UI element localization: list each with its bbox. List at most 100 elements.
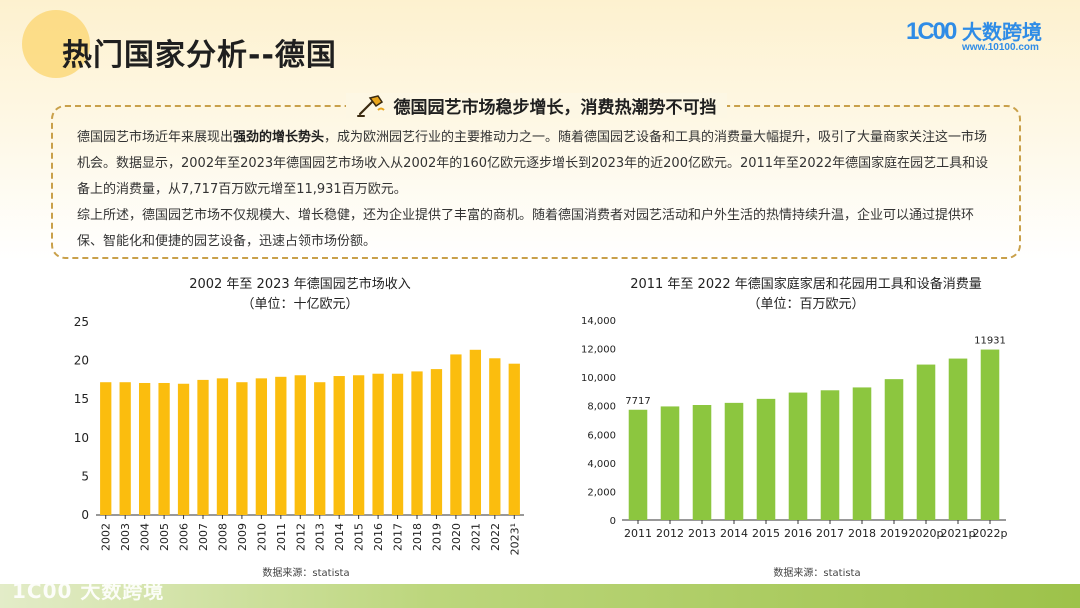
bar [508,363,520,515]
y-tick-label: 4,000 [587,459,616,470]
decorative-circle [22,10,90,78]
y-tick-label: 15 [74,392,89,406]
bar [884,379,904,520]
y-tick-label: 12,000 [581,345,616,356]
x-tick-label: 2012 [656,527,684,540]
y-tick-label: 5 [81,469,89,483]
info-paragraph-1: 德国园艺市场近年来展现出强劲的增长势头，成为欧洲园艺行业的主要推动力之一。随着德… [77,125,997,203]
x-tick-label: 2013 [314,523,327,551]
y-tick-label: 20 [74,354,89,368]
bar [275,376,287,515]
info-p1-bold: 强劲的增长势头 [233,130,325,145]
y-tick-label: 10 [74,431,89,445]
y-tick-label: 25 [74,315,89,329]
x-tick-label: 2009 [236,523,249,551]
x-tick-label: 2021p [941,527,976,540]
bar [138,382,151,515]
x-tick-label: 2019 [430,523,443,551]
chart-right-subtitle: （单位：百万欧元） [747,297,864,312]
shovel-icon [356,94,385,117]
bottom-band: 1C00 大数跨境 [0,579,1080,608]
bar [916,364,936,520]
x-tick-label: 2018 [848,527,876,540]
x-tick-label: 2017 [816,527,844,540]
bar [692,405,712,520]
x-tick-label: 2013 [688,527,716,540]
y-tick-label: 14,000 [581,316,616,327]
x-tick-label: 2016 [372,523,385,551]
bar [158,382,170,515]
y-tick-label: 8,000 [587,402,616,413]
bar [820,390,840,520]
info-header: 德国园艺市场稳步增长，消费热潮势不可挡 [53,93,1019,118]
bar [372,373,384,515]
bar [352,375,365,515]
bar [724,402,744,520]
x-tick-label: 2003 [119,523,132,551]
bar [100,382,112,515]
bar [489,358,501,515]
x-tick-label: 2012 [294,523,307,551]
bar [660,406,680,520]
x-tick-label: 2004 [139,523,152,551]
bar [255,378,268,515]
y-tick-label: 2,000 [587,487,616,498]
x-tick-label: 2011 [624,527,652,540]
x-tick-label: 2011 [275,523,288,551]
bar [294,375,306,515]
info-box: 德国园艺市场稳步增长，消费热潮势不可挡 德国园艺市场近年来展现出强劲的增长势头，… [51,93,1021,259]
y-tick-label: 10,000 [581,373,616,384]
info-title: 德国园艺市场稳步增长，消费热潮势不可挡 [393,98,717,118]
brand-logo: 1C00 大数跨境 www.10100.com [906,12,1056,58]
bar [788,392,808,520]
x-tick-label: 2015 [752,527,780,540]
x-tick-label: 2007 [197,523,210,551]
info-paragraph-2: 综上所述，德国园艺市场不仅规模大、增长稳健，还为企业提供了丰富的商机。随着德国消… [77,208,975,249]
bar [450,354,462,515]
info-body: 德国园艺市场近年来展现出强劲的增长势头，成为欧洲园艺行业的主要推动力之一。随着德… [77,125,997,255]
x-tick-label: 2020 [450,523,463,551]
x-tick-label: 2002 [100,523,113,551]
watermark: 1C00 大数跨境 [12,579,165,603]
chart-right-title: 2011 年至 2022 年德国家庭家居和花园用工具和设备消费量 [630,276,982,292]
info-p1-pre: 德国园艺市场近年来展现出 [77,130,234,145]
x-tick-label: 2022 [489,523,502,551]
bar [333,376,345,515]
x-tick-label: 2017 [392,523,405,551]
brand-logo-mark: 1C00 [906,18,957,45]
bar [236,382,248,515]
bar [216,378,229,515]
revenue-chart: 2002 年至 2023 年德国园艺市场收入 （单位：十亿欧元） 数据来源：st… [74,276,524,579]
bar [469,349,482,515]
x-tick-label: 2018 [411,523,424,551]
y-tick-label: 0 [610,516,616,527]
bar [119,382,131,515]
x-tick-label: 2022p [973,527,1008,540]
x-tick-label: 2005 [158,523,171,551]
bar [314,382,326,515]
x-tick-label: 2008 [216,523,229,551]
y-tick-label: 6,000 [587,430,616,441]
x-tick-label: 2016 [784,527,812,540]
x-tick-label: 2021 [469,523,482,551]
x-tick-label: 2019 [880,527,908,540]
bar [411,371,423,515]
chart-left-subtitle: （单位：十亿欧元） [241,297,358,312]
page-title: 热门国家分析--德国 [62,38,337,73]
bar [948,358,968,520]
brand-name: 大数跨境 [962,20,1042,44]
brand-url: www.10100.com [962,42,1039,53]
chart-left-title: 2002 年至 2023 年德国园艺市场收入 [189,276,411,292]
info-p1-post: ，成为欧洲园艺行业的主要推动力之一。随着德国园艺设备和工具的消费量大幅提升，吸引… [77,130,989,197]
x-tick-label: 2006 [178,523,191,551]
bar [430,369,443,515]
consumption-chart: 2011 年至 2022 年德国家庭家居和花园用工具和设备消费量 （单位：百万欧… [581,276,1008,579]
bar [852,387,872,520]
bar [628,409,648,520]
x-tick-label: 2020p [909,527,944,540]
x-tick-label: 2010 [255,523,268,551]
bar [980,349,1000,520]
bar [177,383,190,515]
data-label: 7717 [625,396,650,407]
